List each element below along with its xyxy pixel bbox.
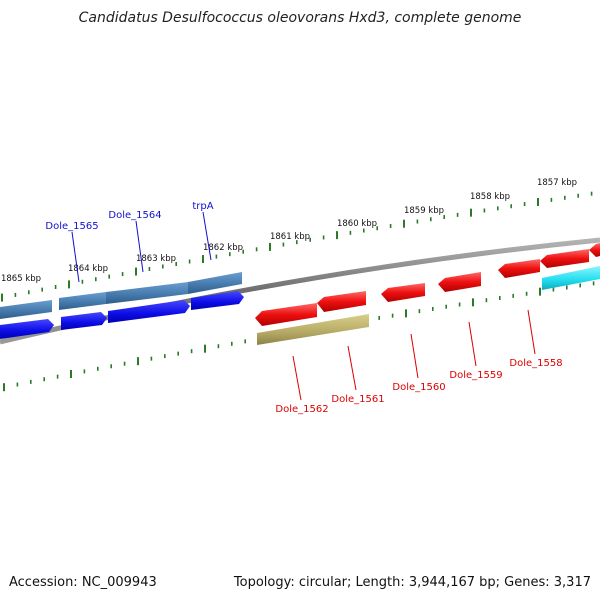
page-title: Candidatus Desulfococcus oleovorans Hxd3… [79,10,522,26]
forward-strand-genes [0,272,244,339]
scale-labels: 1857 kbp 1858 kbp 1859 kbp 1860 kbp 1861… [1,178,577,284]
scale-label: 1859 kbp [404,206,444,216]
gene-arrow-trpA[interactable] [191,291,244,310]
gene-label-dole-1565[interactable]: Dole_1565 [45,221,98,232]
scale-label: 1863 kbp [136,254,176,264]
leader-line-dole-1561 [347,345,357,391]
gene-label-trpA[interactable]: trpA [192,201,213,212]
locus-bar-dole-1564[interactable] [59,292,106,310]
gene-label-dole-1561[interactable]: Dole_1561 [331,394,384,405]
locus-bar-trpA[interactable] [188,272,242,294]
scale-label: 1865 kbp [1,274,41,284]
scale-label: 1861 kbp [270,232,310,242]
gene-arrow-dole-1565[interactable] [61,312,107,330]
locus-bar-dole-1565-region[interactable] [0,300,52,319]
scale-label: 1862 kbp [203,243,243,253]
gene-label-dole-1558[interactable]: Dole_1558 [509,358,562,369]
scale-label: 1864 kbp [68,264,108,274]
genome-info-label: Topology: circular; Length: 3,944,167 bp… [233,575,591,590]
gene-arrow-dole-1564[interactable] [108,300,190,323]
leader-line-dole-1559 [468,321,477,367]
gene-arrow-dole-1558[interactable] [498,259,540,278]
outer-tick-marks [1,191,593,302]
gene-arrow-dole-1560[interactable] [381,283,425,302]
gene-arrow-dole-1566[interactable] [0,319,54,339]
leader-line-dole-1558 [527,309,536,355]
gene-arrow-dole-1557[interactable] [540,249,589,268]
scale-label: 1857 kbp [537,178,577,188]
gene-label-dole-1562[interactable]: Dole_1562 [275,404,328,415]
gene-label-dole-1559[interactable]: Dole_1559 [449,370,502,381]
leader-line-trpA [202,211,212,261]
gene-label-dole-1560[interactable]: Dole_1560 [392,382,445,393]
leader-line-dole-1562 [292,355,302,401]
locus-bar-dole-1563[interactable] [106,282,188,304]
gene-label-dole-1564[interactable]: Dole_1564 [108,210,161,221]
reverse-gene-labels: Dole_1558 Dole_1559 Dole_1560 Dole_1561 … [275,309,563,415]
accession-label: Accession: NC_009943 [9,575,157,590]
rna-bar-dole-1562[interactable] [257,314,369,345]
gene-bar-cyan[interactable] [542,266,600,290]
gene-arrow-dole-1561[interactable] [317,291,366,312]
reverse-strand-genes [255,243,600,345]
scale-label: 1860 kbp [337,219,377,229]
gene-arrow-dole-1562[interactable] [255,303,317,326]
leader-line-dole-1565 [71,231,80,283]
gene-arrow-dole-1556[interactable] [589,243,600,257]
leader-line-dole-1564 [135,220,144,273]
gene-arrow-dole-1559[interactable] [438,272,481,292]
scale-label: 1858 kbp [470,192,510,202]
leader-line-dole-1560 [410,333,419,379]
forward-gene-labels: trpA Dole_1564 Dole_1565 [45,201,214,283]
